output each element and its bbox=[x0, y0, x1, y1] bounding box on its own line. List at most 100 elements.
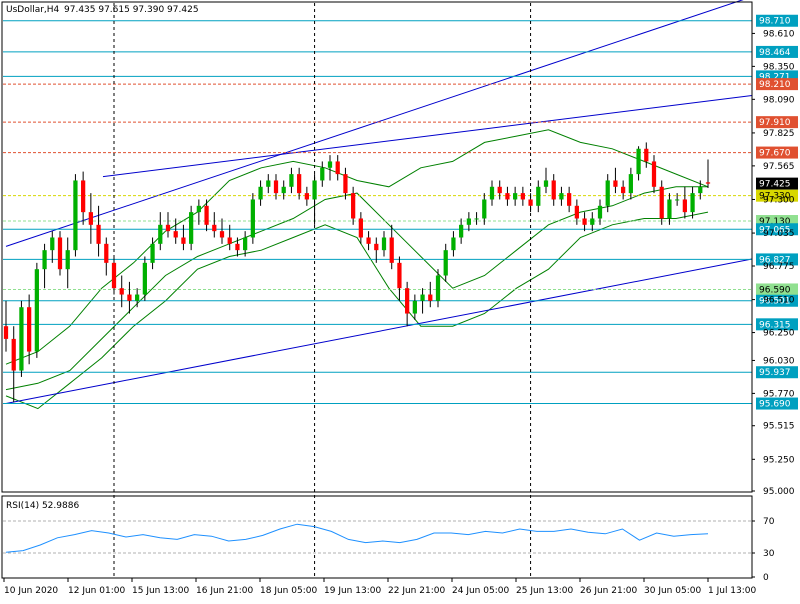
candle-body bbox=[551, 180, 556, 200]
price-label-box bbox=[756, 78, 798, 91]
price-label: 97.330 bbox=[759, 192, 791, 202]
price-label: 97.130 bbox=[759, 217, 791, 227]
candle-body bbox=[621, 186, 626, 194]
candle-body bbox=[196, 205, 201, 213]
price-label-box bbox=[756, 146, 798, 159]
candle-body bbox=[443, 250, 448, 276]
candle-body bbox=[497, 186, 502, 194]
price-label: 97.065 bbox=[759, 225, 791, 235]
price-label-box bbox=[756, 189, 798, 202]
candle-body bbox=[397, 262, 402, 289]
x-tick-label: 22 Jun 21:00 bbox=[388, 586, 445, 596]
candle-body bbox=[150, 243, 155, 263]
candle-body bbox=[389, 237, 394, 263]
candle-body bbox=[343, 174, 348, 194]
candle-body bbox=[50, 237, 55, 251]
x-tick-label: 10 Jun 2020 bbox=[4, 586, 58, 596]
candle-body bbox=[528, 199, 533, 206]
x-tick-label: 1 Jul 13:00 bbox=[708, 586, 757, 596]
x-tick-label: 16 Jun 21:00 bbox=[196, 586, 253, 596]
candle-body bbox=[597, 205, 603, 219]
candle-body bbox=[73, 180, 78, 251]
candle-body bbox=[412, 300, 417, 314]
candle-body bbox=[351, 193, 356, 219]
candle-body bbox=[435, 275, 441, 301]
candle-body bbox=[127, 294, 132, 301]
candle-body bbox=[204, 205, 209, 225]
candle-body bbox=[212, 224, 217, 232]
candle-body bbox=[605, 180, 610, 206]
candle-body bbox=[582, 218, 587, 225]
candle-body bbox=[536, 186, 541, 206]
candle-body bbox=[104, 243, 109, 263]
candle-body bbox=[297, 174, 302, 194]
price-label-box bbox=[756, 116, 798, 129]
candle-body bbox=[513, 193, 518, 200]
price-label-box bbox=[756, 253, 798, 266]
candle-body bbox=[65, 250, 70, 270]
candle-body bbox=[374, 243, 379, 251]
candle-body bbox=[189, 212, 194, 244]
x-tick-label: 30 Jun 05:00 bbox=[644, 586, 701, 596]
candle-body bbox=[19, 307, 24, 371]
candle-body bbox=[474, 218, 479, 220]
price-label: 97.425 bbox=[759, 180, 791, 190]
candle-body bbox=[81, 180, 86, 213]
candle-body bbox=[181, 237, 186, 244]
trendline-1 bbox=[102, 95, 753, 178]
candle-body bbox=[243, 237, 248, 251]
y-tick-label: 96.030 bbox=[763, 356, 795, 366]
candle-body bbox=[651, 161, 657, 187]
y-tick-label: 95.770 bbox=[763, 389, 795, 399]
price-label-box bbox=[756, 294, 798, 307]
candle-body bbox=[219, 231, 225, 238]
price-label: 98.271 bbox=[759, 72, 791, 82]
candle-body bbox=[235, 243, 240, 251]
price-label-box bbox=[756, 283, 798, 296]
price-label: 98.210 bbox=[759, 80, 791, 90]
candle-body bbox=[42, 250, 47, 270]
candle-body bbox=[57, 237, 63, 270]
candle-body bbox=[405, 288, 410, 314]
candle-body bbox=[636, 148, 641, 175]
y-tick-label: 97.300 bbox=[763, 195, 795, 205]
candle-body bbox=[459, 224, 464, 238]
candle-body bbox=[659, 186, 664, 219]
candle-body bbox=[281, 186, 286, 194]
candle-body bbox=[543, 180, 549, 187]
price-label-box bbox=[756, 318, 798, 331]
price-label-box bbox=[756, 177, 798, 190]
candle-body bbox=[358, 218, 363, 238]
candle-body bbox=[644, 148, 649, 162]
candle-body bbox=[158, 224, 163, 244]
y-tick-label: 98.350 bbox=[763, 62, 795, 72]
candle-body bbox=[366, 237, 371, 244]
candle-body bbox=[3, 326, 9, 339]
candle-body bbox=[489, 186, 495, 200]
candle-body bbox=[381, 237, 387, 251]
candle-body bbox=[11, 338, 16, 371]
y-tick-label: 97.035 bbox=[763, 229, 795, 239]
y-tick-label: 97.565 bbox=[763, 162, 795, 172]
candle-body bbox=[119, 288, 124, 295]
y-tick-label: 97.825 bbox=[763, 129, 795, 139]
candle-body bbox=[173, 231, 178, 238]
band-lower bbox=[5, 211, 709, 410]
x-tick-label: 24 Jun 05:00 bbox=[452, 586, 509, 596]
candle-body bbox=[690, 193, 695, 213]
candle-body bbox=[628, 174, 633, 194]
candle-body bbox=[142, 262, 147, 295]
candle-body bbox=[505, 193, 510, 200]
candle-body bbox=[520, 193, 525, 200]
price-label: 98.710 bbox=[759, 17, 791, 27]
candle-body bbox=[567, 193, 572, 206]
x-tick-label: 26 Jun 21:00 bbox=[580, 586, 637, 596]
rsi-tick-label: 0 bbox=[763, 573, 769, 583]
candle-body bbox=[27, 307, 32, 352]
candle-body bbox=[266, 180, 271, 187]
band-middle bbox=[5, 186, 708, 391]
candle-body bbox=[165, 224, 171, 232]
x-tick-label: 12 Jun 01:00 bbox=[68, 586, 125, 596]
chart-title: UsDollar,H4 bbox=[6, 5, 60, 15]
